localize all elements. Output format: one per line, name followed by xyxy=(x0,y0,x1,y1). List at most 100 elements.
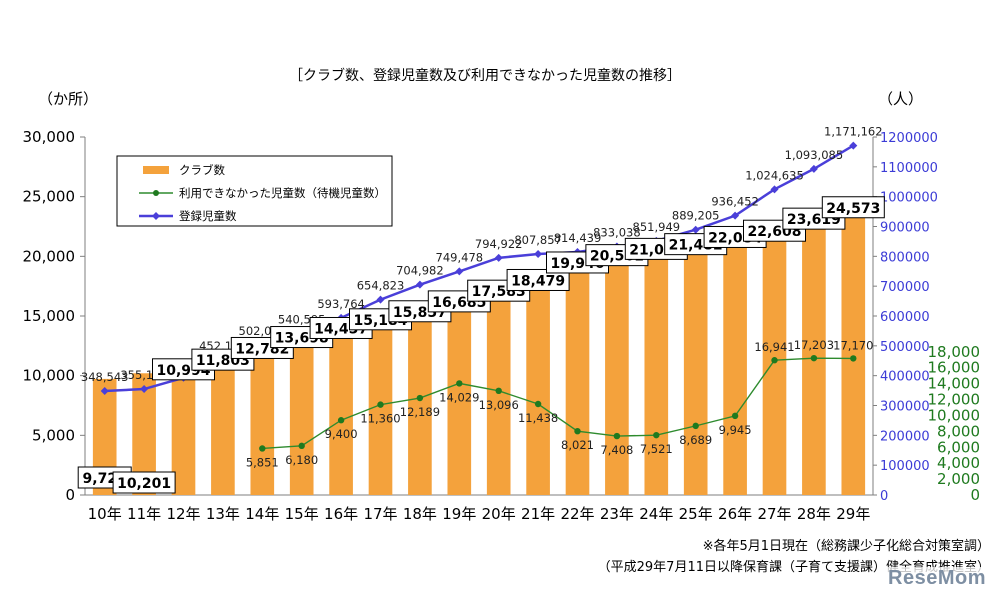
x-tick-label: 26年 xyxy=(718,505,752,523)
waiting-point xyxy=(259,445,266,452)
bar-data-label: 24,573 xyxy=(826,201,880,217)
legend-swatch-bar xyxy=(143,166,169,174)
registered-point xyxy=(140,385,149,394)
x-tick-label: 28年 xyxy=(797,505,831,523)
left-tick-label: 10,000 xyxy=(23,367,76,385)
right-tick-label: 1100000 xyxy=(880,161,938,176)
legend-swatch-dot xyxy=(153,190,159,196)
waiting-point xyxy=(731,412,739,420)
x-tick-label: 11年 xyxy=(127,505,161,523)
right-tick-label: 200000 xyxy=(880,429,930,444)
legend-label: クラブ数 xyxy=(179,163,225,177)
left-axis-unit: （か所） xyxy=(38,90,98,108)
waiting-data-label: 14,029 xyxy=(439,390,479,404)
bar xyxy=(841,201,866,495)
registered-data-label: 814,439 xyxy=(554,231,602,245)
waiting-data-label: 9,945 xyxy=(719,423,752,437)
registered-point xyxy=(849,141,858,150)
x-tick-label: 16年 xyxy=(324,505,358,523)
right-tick-label: 400000 xyxy=(880,370,930,385)
x-tick-label: 10年 xyxy=(88,505,122,523)
right-tick-label: 800000 xyxy=(880,250,930,265)
waiting-point xyxy=(850,355,857,362)
left-tick-label: 15,000 xyxy=(23,307,76,325)
waiting-point xyxy=(692,422,699,430)
registered-point xyxy=(809,164,818,173)
waiting-point xyxy=(653,431,660,439)
registered-data-label: 936,452 xyxy=(711,195,759,209)
right2-tick-label: 6,000 xyxy=(937,438,980,456)
x-tick-label: 15年 xyxy=(285,505,319,523)
bar xyxy=(802,213,826,495)
x-tick-label: 27年 xyxy=(757,505,791,523)
bar-label-box xyxy=(112,471,176,494)
waiting-point xyxy=(534,400,542,408)
waiting-data-label: 8,021 xyxy=(561,438,594,452)
registered-point xyxy=(455,267,464,276)
registered-data-label: 593,764 xyxy=(317,297,365,311)
bar xyxy=(211,354,235,495)
x-tick-label: 17年 xyxy=(363,505,397,523)
registered-data-label: 1,024,635 xyxy=(745,168,804,182)
x-tick-label: 18年 xyxy=(403,505,437,523)
chart-title: ［クラブ数、登録児童数及び利用できなかった児童数の推移］ xyxy=(289,67,681,84)
waiting-data-label: 16,941 xyxy=(754,340,794,354)
bar xyxy=(171,363,196,495)
right-tick-label: 900000 xyxy=(880,221,930,236)
x-tick-label: 19年 xyxy=(442,505,476,523)
left-tick-label: 20,000 xyxy=(23,247,76,265)
left-tick-label: 25,000 xyxy=(23,188,76,206)
waiting-data-label: 8,689 xyxy=(679,433,712,447)
registered-data-label: 889,205 xyxy=(672,209,720,223)
left-tick-label: 30,000 xyxy=(23,128,76,146)
bar xyxy=(723,231,747,495)
waiting-point xyxy=(298,442,305,450)
x-tick-label: 20年 xyxy=(482,505,516,523)
x-tick-label: 12年 xyxy=(166,505,200,523)
bar xyxy=(447,295,472,495)
right-tick-label: 300000 xyxy=(880,400,930,415)
registered-data-label: 1,171,162 xyxy=(824,125,883,139)
right2-tick-label: 10,000 xyxy=(928,406,981,424)
x-tick-label: 25年 xyxy=(679,505,713,523)
registered-data-label: 654,823 xyxy=(357,279,405,293)
waiting-data-label: 7,521 xyxy=(640,442,673,456)
x-tick-label: 23年 xyxy=(600,505,634,523)
registered-point xyxy=(534,249,543,258)
registered-point xyxy=(494,253,503,262)
registered-data-label: 833,038 xyxy=(593,225,641,239)
waiting-data-label: 12,189 xyxy=(400,405,440,419)
waiting-point xyxy=(771,357,778,364)
waiting-data-label: 5,851 xyxy=(246,455,279,469)
waiting-data-label: 7,408 xyxy=(600,443,633,457)
waiting-line xyxy=(262,357,854,450)
registered-point xyxy=(415,280,424,289)
registered-point xyxy=(731,211,740,220)
registered-data-label: 807,857 xyxy=(514,233,562,247)
right-tick-label: 600000 xyxy=(880,310,930,325)
registered-data-label: 1,093,085 xyxy=(785,148,844,162)
legend-label: 利用できなかった児童数（待機児童数） xyxy=(179,186,386,200)
right-tick-label: 1000000 xyxy=(880,191,938,206)
bar-data-label: 18,479 xyxy=(511,273,565,289)
legend-swatch-diamond xyxy=(152,212,160,220)
right-tick-label: 700000 xyxy=(880,280,930,295)
registered-data-label: 749,478 xyxy=(436,250,484,264)
bar xyxy=(526,274,550,495)
right-tick-label: 100000 xyxy=(880,459,930,474)
registered-data-label: 348,543 xyxy=(81,370,129,384)
waiting-point xyxy=(337,417,345,424)
left-tick-label: 5,000 xyxy=(32,426,75,444)
bar xyxy=(132,373,156,495)
right2-tick-label: 2,000 xyxy=(937,470,980,488)
bar xyxy=(605,249,629,495)
watermark-logo: ReseMom xyxy=(884,567,990,590)
right2-tick-label: 0 xyxy=(970,486,980,504)
right-axis-unit: （人） xyxy=(878,90,923,108)
bar xyxy=(250,342,275,495)
right-tick-label: 0 xyxy=(880,489,888,504)
x-tick-label: 13年 xyxy=(206,505,240,523)
bar xyxy=(92,378,117,495)
